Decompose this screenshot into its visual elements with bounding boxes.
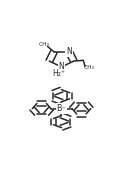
Text: H₂⁺: H₂⁺: [53, 69, 66, 78]
Text: N: N: [66, 47, 72, 56]
Text: B⁻: B⁻: [57, 104, 66, 113]
Text: N: N: [59, 62, 64, 71]
Text: CH₃: CH₃: [84, 65, 95, 70]
Text: CH₃: CH₃: [39, 42, 50, 47]
